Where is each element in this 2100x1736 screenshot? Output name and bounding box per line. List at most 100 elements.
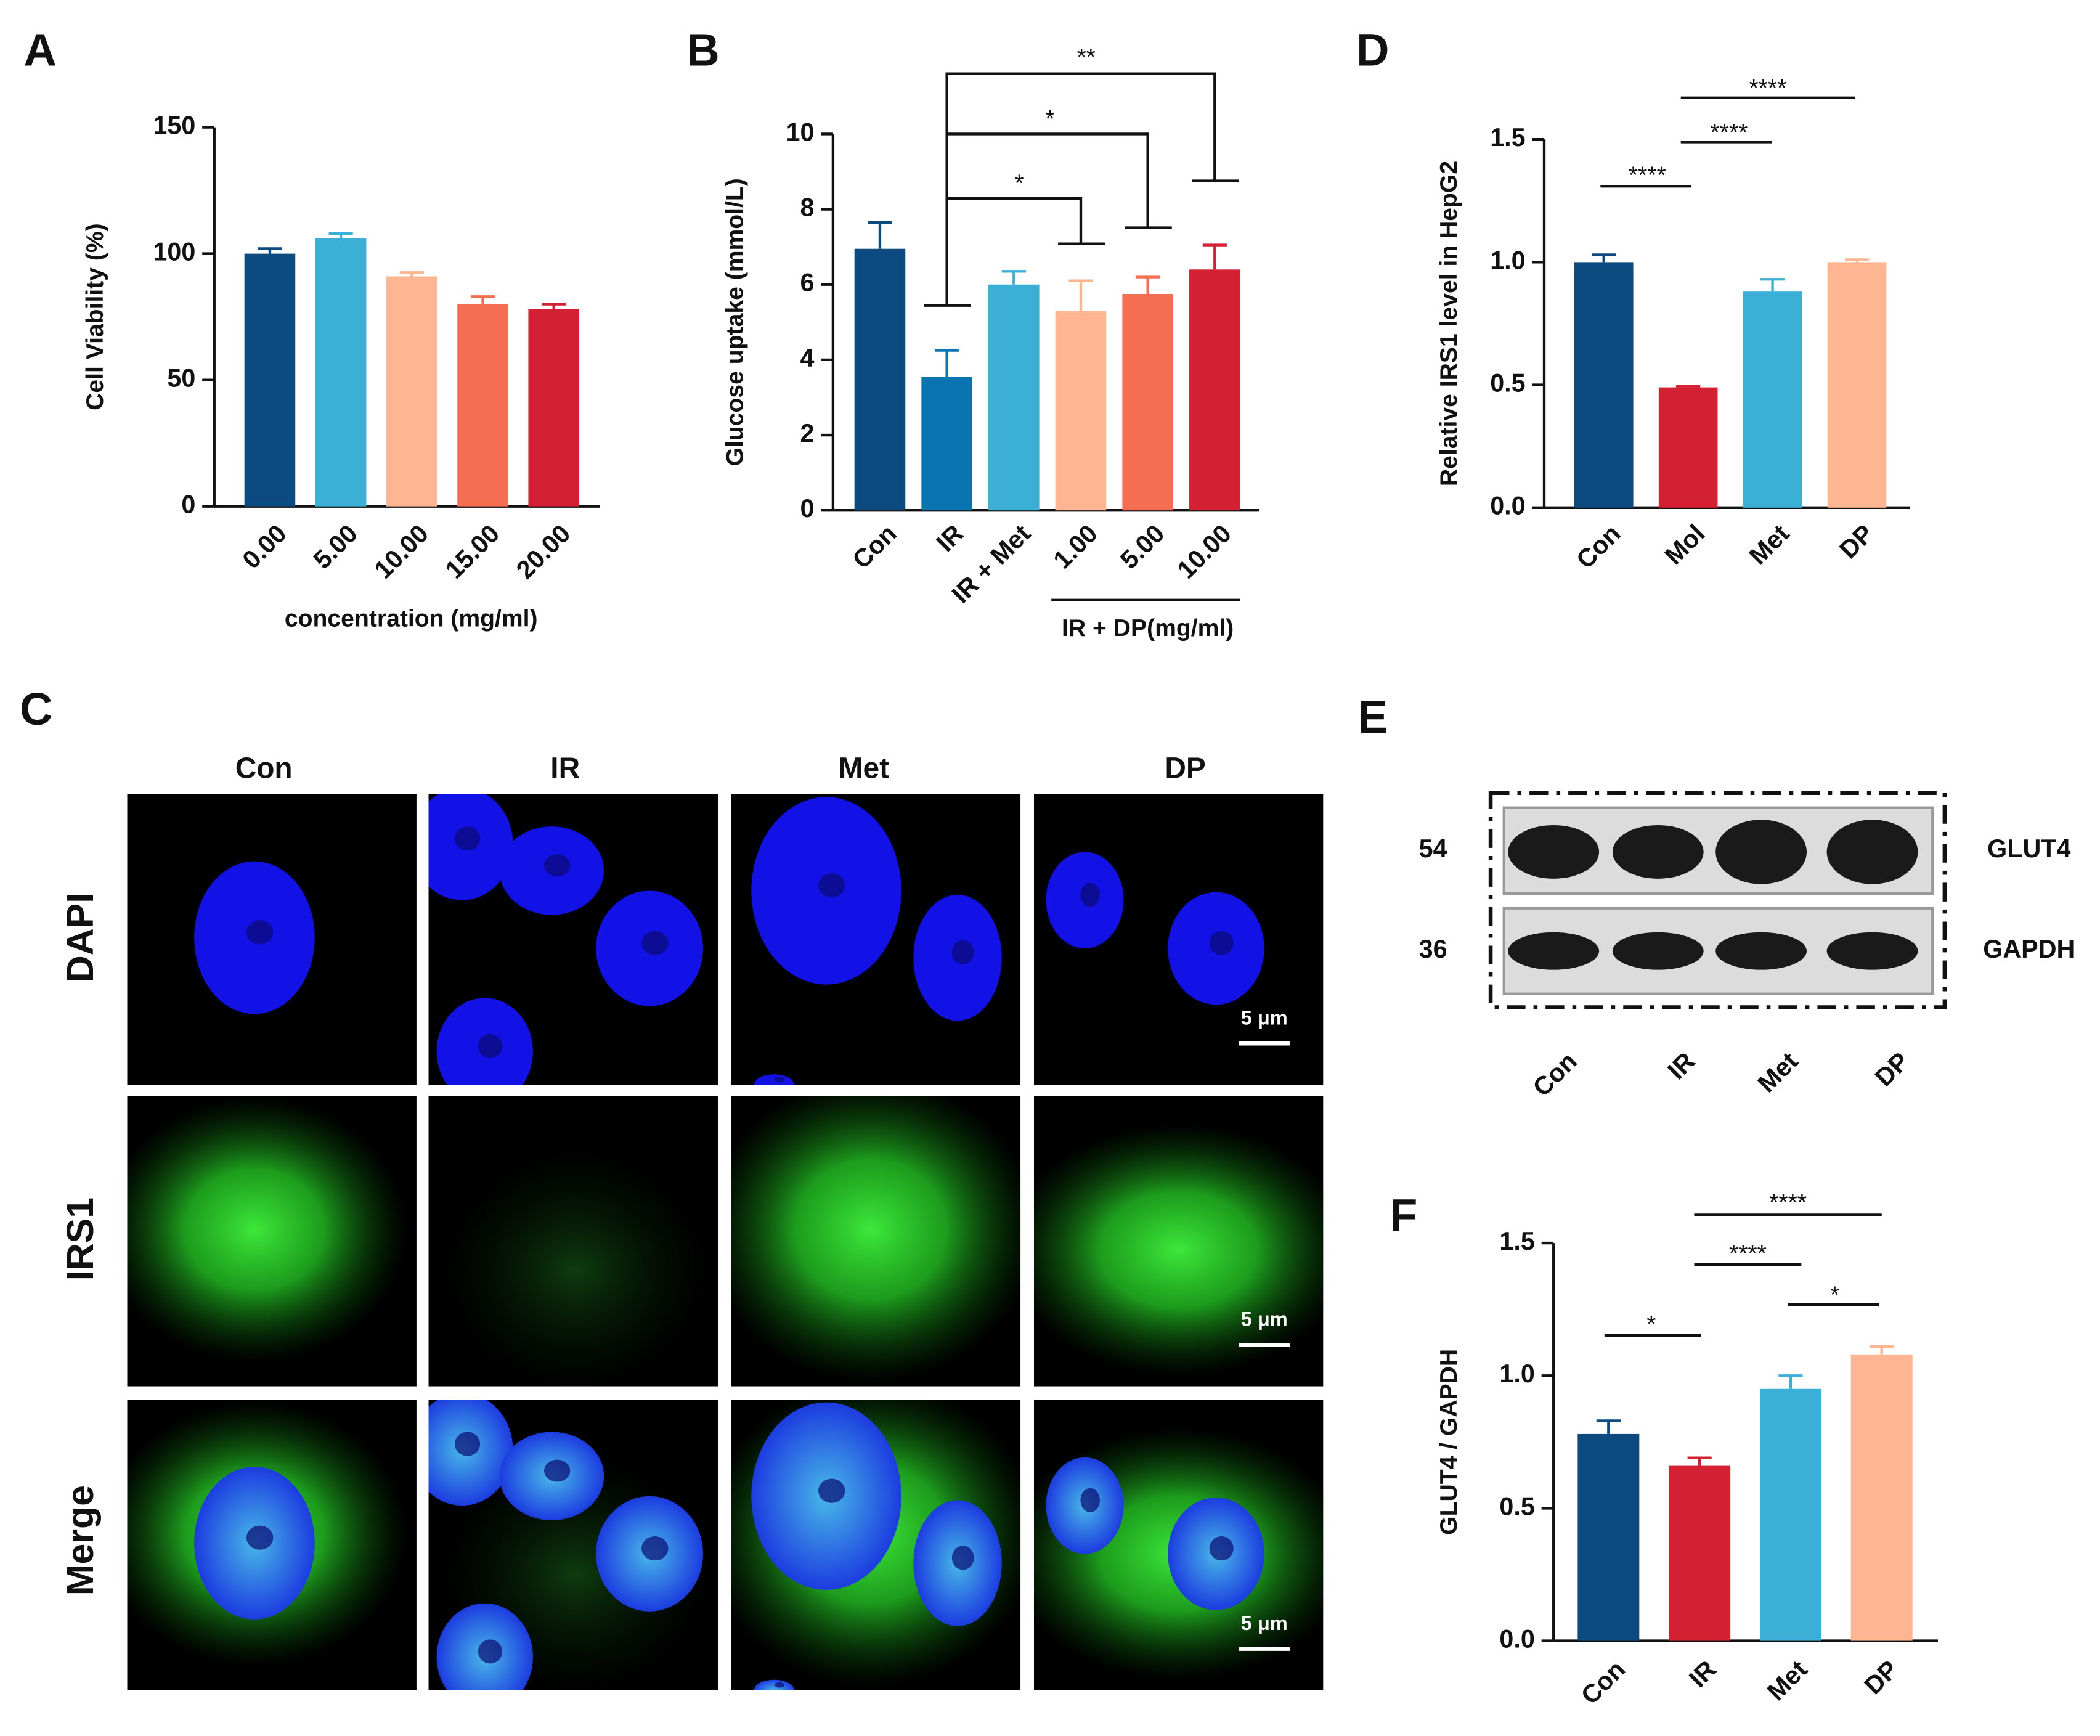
micrograph: [731, 1095, 1021, 1387]
significance-bracket: [946, 132, 1149, 228]
panel-letter: F: [1390, 1189, 1417, 1241]
nucleolus: [1080, 1488, 1100, 1512]
irs1-signal: [1033, 1122, 1324, 1377]
micrograph: [428, 1400, 718, 1691]
significance-label: ****: [1711, 120, 1748, 146]
y-tick-label: 0.5: [1490, 369, 1525, 397]
panel-letter: C: [20, 683, 52, 735]
bar: [1122, 294, 1173, 511]
y-axis-title: Relative IRS1 level in HepG2: [1436, 161, 1462, 486]
significance-label: *: [1045, 106, 1054, 132]
x-tick-label: Con: [1571, 519, 1626, 574]
y-tick-label: 2: [800, 419, 815, 447]
nucleolus: [454, 1432, 481, 1456]
significance-label: ****: [1729, 1241, 1767, 1267]
significance-label: *: [1830, 1282, 1839, 1308]
panel-letter: E: [1357, 691, 1388, 743]
y-tick-label: 0.0: [1490, 492, 1525, 520]
nucleolus: [774, 1682, 785, 1688]
row-label: Merge: [59, 1485, 101, 1595]
significance-label: **: [1076, 44, 1095, 71]
lane-label: Met: [1752, 1047, 1804, 1098]
x-tick-label: DP: [1858, 1655, 1903, 1700]
irs1-signal: [127, 1096, 409, 1364]
significance-label: ****: [1769, 1189, 1807, 1216]
blot-band: [1508, 825, 1600, 879]
bar: [244, 253, 296, 507]
bar: [1055, 311, 1107, 511]
nucleolus: [951, 940, 974, 964]
micrograph: [127, 1095, 417, 1387]
blot-band: [1826, 932, 1918, 970]
micrograph: [731, 794, 1021, 1085]
y-tick-label: 100: [153, 238, 195, 266]
x-tick-label: 15.00: [440, 519, 505, 584]
y-tick-label: 1.0: [1499, 1359, 1534, 1388]
x-tick-label: 20.00: [511, 519, 576, 584]
bar: [315, 238, 367, 507]
column-label: IR: [550, 752, 580, 784]
row-label: DAPI: [59, 893, 101, 982]
bar: [1827, 262, 1887, 508]
bar: [1574, 262, 1634, 508]
blot-frame: [1488, 791, 1947, 1009]
micrograph: [127, 1400, 417, 1691]
significance-label: *: [1014, 170, 1024, 197]
nucleolus: [1209, 931, 1234, 955]
irs1-signal: [442, 1149, 710, 1387]
column-label: DP: [1165, 752, 1205, 784]
nucleolus: [641, 931, 669, 955]
y-tick-label: 1.0: [1490, 246, 1525, 274]
micrograph: [428, 1095, 718, 1387]
nucleolus: [454, 826, 481, 851]
nucleolus: [478, 1639, 503, 1664]
nucleolus: [774, 1077, 785, 1083]
x-tick-label: 10.00: [369, 519, 434, 584]
y-tick-label: 10: [786, 118, 815, 146]
bar: [1669, 1465, 1731, 1641]
lane-label: DP: [1870, 1047, 1915, 1092]
panel-letter: D: [1356, 25, 1389, 76]
y-tick-label: 0: [800, 494, 815, 523]
bar: [1759, 1388, 1821, 1641]
bar: [988, 284, 1040, 511]
bar: [457, 304, 508, 507]
x-tick-label: 5.00: [308, 519, 363, 574]
y-tick-label: 50: [167, 364, 195, 393]
y-axis-title: Cell Viability (%): [82, 223, 108, 410]
bar: [1658, 387, 1718, 508]
scale-bar-label: 5 μm: [1241, 1612, 1288, 1634]
micrograph: [1033, 1095, 1324, 1387]
micrograph: [1033, 1400, 1324, 1691]
x-tick-label: Mol: [1659, 519, 1711, 570]
x-tick-label: DP: [1834, 519, 1879, 564]
blot-band: [1612, 825, 1704, 879]
nucleolus: [641, 1536, 669, 1561]
blot-band: [1612, 932, 1704, 970]
bar: [1850, 1354, 1913, 1641]
band-label: GAPDH: [1983, 935, 2075, 963]
column-label: Con: [235, 752, 293, 784]
bar: [1189, 269, 1240, 511]
nucleolus: [478, 1034, 503, 1059]
column-label: Met: [839, 752, 889, 784]
micrograph: [1033, 794, 1324, 1085]
nucleus: [754, 1679, 794, 1691]
y-tick-label: 0.0: [1499, 1624, 1534, 1653]
x-tick-label: 1.00: [1048, 519, 1102, 574]
y-tick-label: 1.5: [1490, 123, 1525, 152]
band-size: 36: [1419, 935, 1447, 963]
y-axis-title: Glucose uptake (mmol/L): [722, 178, 749, 466]
bar: [1577, 1433, 1640, 1641]
y-tick-label: 8: [800, 193, 815, 221]
lane-label: IR: [1662, 1047, 1700, 1085]
nucleolus: [1080, 882, 1100, 907]
x-tick-label: Met: [1744, 519, 1795, 570]
lane-label: Con: [1528, 1047, 1582, 1102]
y-tick-label: 1.5: [1499, 1227, 1534, 1255]
x-tick-label: Con: [847, 519, 902, 574]
x-tick-label: IR: [931, 519, 969, 557]
row-label: IRS1: [59, 1197, 101, 1281]
band-size: 54: [1419, 834, 1447, 863]
bar: [854, 248, 906, 511]
